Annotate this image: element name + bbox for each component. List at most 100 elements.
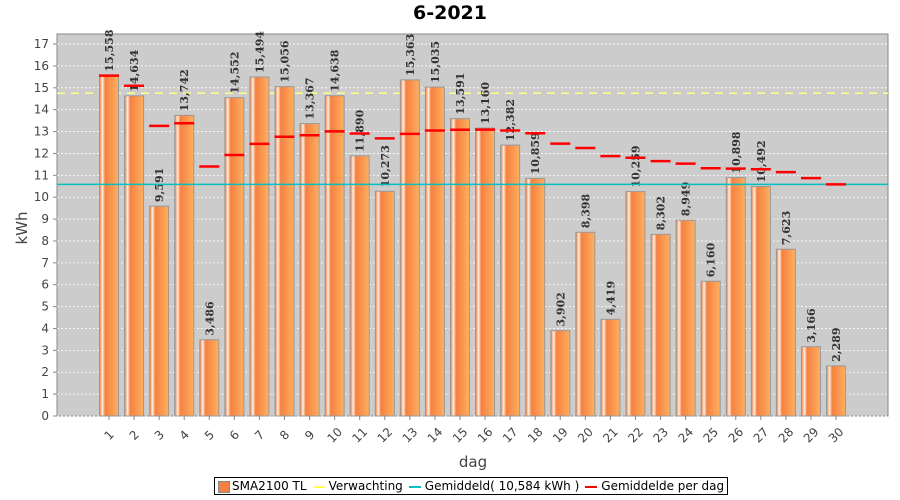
bar: [324, 95, 345, 417]
y-tick-label: 0: [41, 409, 49, 423]
x-tick-label: 27: [751, 425, 772, 446]
bar-value-label: 8,949: [680, 182, 693, 216]
x-tick-label: 3: [152, 428, 167, 443]
y-tick-label: 8: [41, 234, 49, 248]
x-tick-label: 19: [550, 425, 571, 446]
x-tick-label: 28: [776, 425, 797, 446]
bar: [124, 95, 145, 417]
bar-value-label: 8,398: [579, 193, 592, 228]
y-tick-label: 5: [41, 300, 49, 314]
bar-value-label: 15,558: [103, 29, 116, 71]
bar: [199, 339, 220, 417]
bar: [174, 114, 195, 417]
x-tick-label: 10: [324, 425, 345, 446]
bar-value-label: 13,742: [178, 69, 191, 111]
bar: [750, 185, 771, 417]
bar-value-label: 2,289: [830, 327, 843, 361]
y-tick-label: 6: [41, 278, 49, 292]
y-tick-label: 12: [34, 146, 49, 160]
x-tick-label: 9: [302, 428, 317, 443]
bar-value-label: 14,638: [329, 49, 342, 91]
x-tick-label: 20: [575, 425, 596, 446]
y-tick-label: 13: [34, 125, 49, 139]
bar-value-label: 7,623: [780, 211, 793, 245]
y-tick-label: 3: [41, 343, 49, 357]
y-tick-label: 16: [34, 59, 49, 73]
bar: [625, 191, 646, 417]
chart-title: 6-2021: [413, 2, 487, 24]
bar-value-label: 13,160: [479, 82, 492, 124]
bar-value-label: 8,302: [655, 196, 668, 230]
x-tick-label: 5: [202, 428, 217, 443]
bar-value-label: 4,419: [604, 281, 617, 315]
y-tick-label: 10: [34, 190, 49, 204]
y-axis-label: kWh: [13, 211, 31, 244]
bar: [600, 318, 621, 417]
bar: [826, 365, 847, 417]
y-tick-label: 15: [34, 81, 49, 95]
x-tick-label: 13: [400, 425, 421, 446]
y-tick-label: 7: [41, 256, 49, 270]
x-tick-label: 17: [500, 425, 521, 446]
x-tick-label: 26: [726, 425, 747, 446]
x-tick-label: 18: [525, 425, 546, 446]
x-tick-label: 2: [127, 428, 142, 443]
bar-value-label: 15,056: [278, 40, 291, 82]
x-tick-label: 25: [700, 425, 721, 446]
bar-value-label: 10,898: [730, 131, 743, 173]
bar: [500, 144, 521, 417]
bar: [550, 330, 571, 417]
bar: [374, 190, 395, 417]
bar-value-label: 14,634: [128, 49, 141, 91]
x-tick-label: 15: [450, 425, 471, 446]
bar-value-label: 3,486: [203, 301, 216, 336]
x-tick-label: 24: [675, 425, 696, 446]
x-tick-label: 8: [277, 428, 292, 443]
bar-value-label: 10,859: [529, 132, 542, 174]
bar: [525, 177, 546, 417]
x-tick-label: 4: [177, 428, 192, 443]
y-tick-label: 14: [34, 103, 49, 117]
bar: [349, 155, 370, 417]
x-tick-label: 29: [801, 425, 822, 446]
x-tick-label: 12: [375, 425, 396, 446]
x-tick-label: 30: [826, 425, 847, 446]
bar: [475, 127, 496, 417]
bar-value-label: 10,492: [755, 140, 768, 182]
bar: [775, 248, 796, 417]
bar: [725, 177, 746, 417]
bar: [575, 231, 596, 417]
bar: [99, 75, 119, 417]
bar-value-label: 6,160: [705, 242, 718, 277]
y-tick-label: 9: [41, 212, 49, 226]
bar: [700, 280, 721, 417]
bar: [449, 118, 470, 417]
bar: [149, 205, 170, 417]
bar-value-label: 13,367: [304, 77, 317, 119]
legend-item-average: Gemiddeld( 10,584 kWh ): [408, 479, 579, 493]
bar-value-label: 14,552: [228, 52, 241, 94]
bar-value-label: 11,890: [354, 109, 367, 151]
x-tick-label: 21: [600, 425, 621, 446]
x-tick-label: 23: [650, 425, 671, 446]
y-tick-label: 1: [41, 387, 49, 401]
bar: [800, 346, 821, 417]
bar-value-label: 15,363: [404, 34, 417, 76]
bar-value-label: 15,494: [253, 31, 266, 73]
bar-value-label: 10,259: [629, 145, 642, 187]
x-tick-label: 6: [227, 428, 242, 443]
bar: [224, 97, 245, 417]
bar-value-label: 10,273: [379, 145, 392, 187]
x-tick-label: 22: [625, 425, 646, 446]
y-tick-label: 4: [41, 321, 49, 335]
bar: [675, 219, 696, 417]
x-tick-label: 7: [252, 428, 267, 443]
x-axis-label: dag: [459, 453, 487, 471]
bar-value-label: 13,591: [454, 73, 467, 115]
legend-item-running: Gemiddelde per dag: [585, 479, 724, 493]
legend-item-bars: SMA2100 TL: [218, 479, 307, 493]
bar-value-label: 3,902: [554, 292, 567, 326]
y-tick-label: 11: [34, 168, 49, 182]
bar: [249, 76, 270, 417]
